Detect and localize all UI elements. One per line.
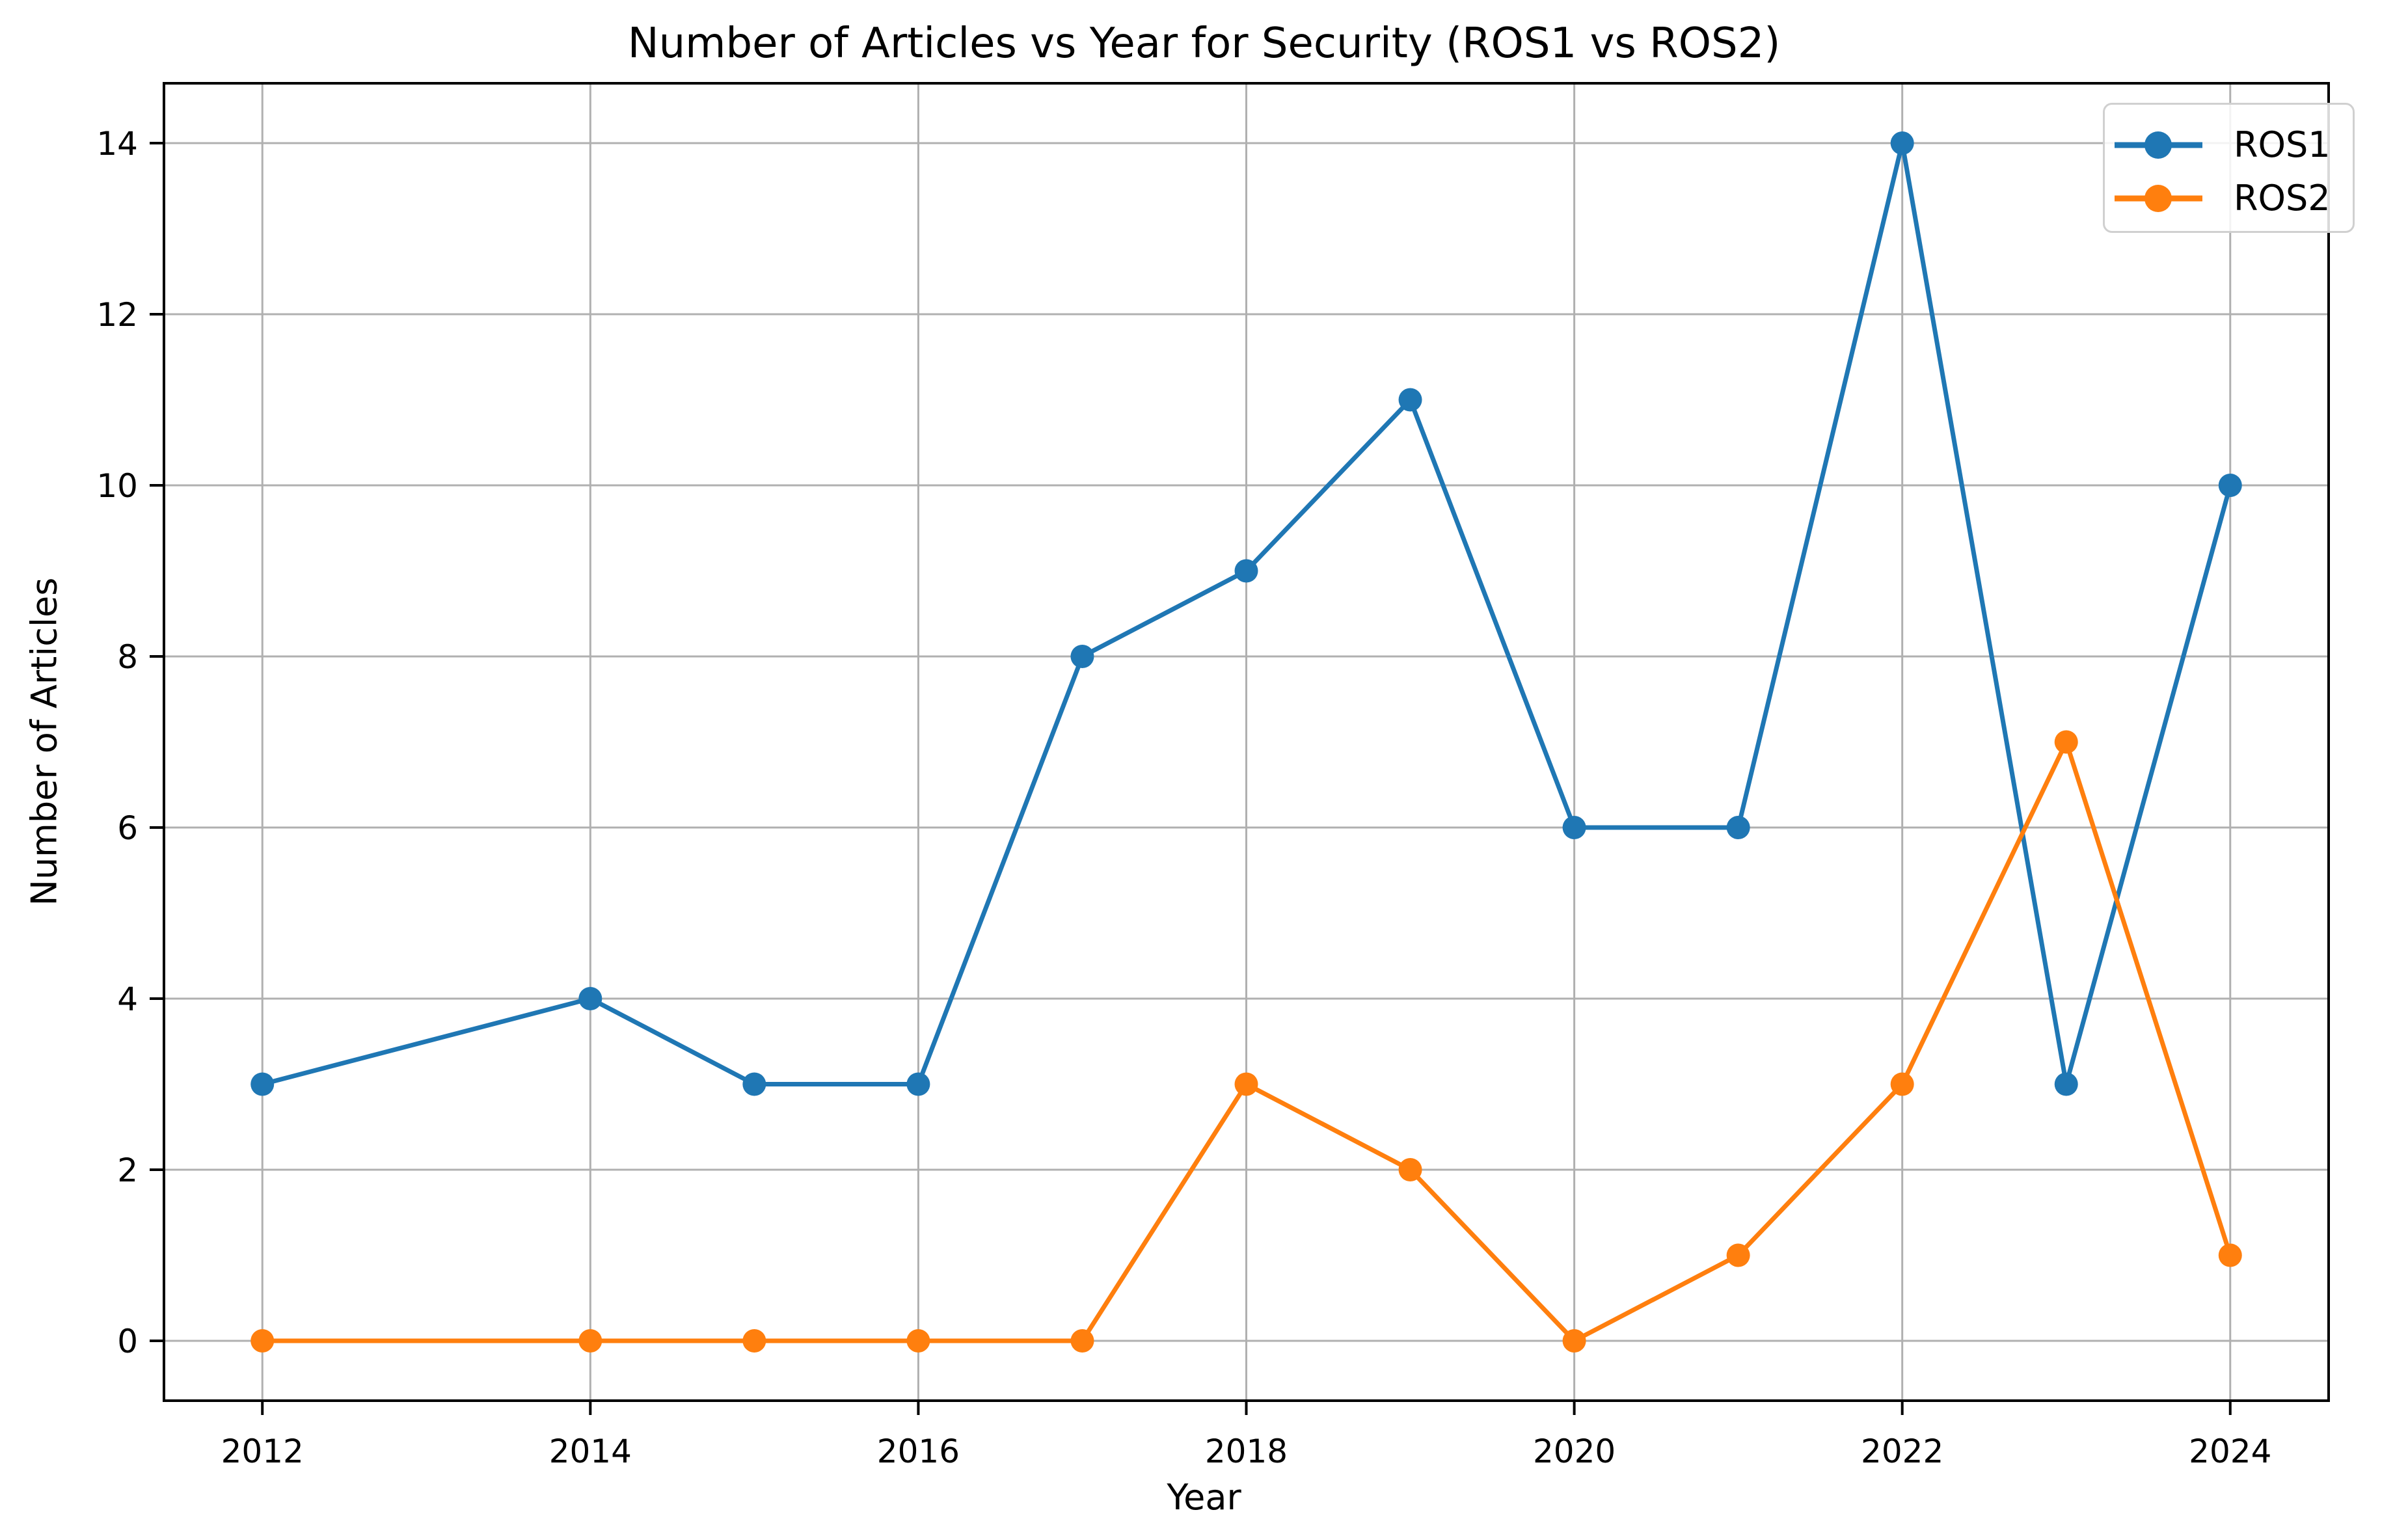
data-point [1890,1072,1914,1096]
y-tick-label: 8 [117,638,138,676]
data-point [1890,131,1914,155]
axis-ticks: 2012 2014 2016 2018 2020 2022 2024 0 2 4 6 8 10 12 14 [96,125,2271,1470]
data-point [2218,1243,2242,1267]
series-layer [250,131,2242,1353]
data-point [1562,815,1586,839]
y-tick-label: 2 [117,1152,138,1189]
line-marker-icon [2115,185,2202,212]
data-point [906,1072,930,1096]
x-tick-label: 2012 [221,1433,304,1470]
x-tick-label: 2018 [1205,1433,1288,1470]
x-axis-label: Year [1167,1477,1241,1518]
y-tick-label: 14 [96,125,138,163]
series-ros1 [250,131,2242,1096]
series-ros2 [250,730,2242,1353]
chart-title: Number of Articles vs Year for Security … [627,20,1781,68]
legend-label: ROS1 [2234,124,2331,165]
data-point [742,1328,766,1353]
x-tick-label: 2014 [549,1433,632,1470]
data-point [1070,1328,1094,1353]
data-point [250,1072,275,1096]
data-point [1234,559,1258,583]
data-point [906,1328,930,1353]
data-point [1562,1328,1586,1353]
y-axis-label: Number of Articles [23,577,65,906]
line-marker-icon [2115,131,2202,159]
data-point [2218,474,2242,498]
data-point [1726,815,1750,839]
data-point [742,1072,766,1096]
data-point [1398,388,1422,412]
y-tick-label: 10 [96,467,138,505]
y-tick-label: 4 [117,980,138,1018]
x-tick-label: 2016 [877,1433,960,1470]
legend-label: ROS2 [2234,178,2331,219]
y-tick-label: 0 [117,1323,138,1360]
legend-item-ros2: ROS2 [2105,172,2353,224]
grid-lines [164,83,2329,1401]
data-point [578,986,602,1010]
legend: ROS1 ROS2 [2103,103,2355,233]
y-tick-label: 6 [117,809,138,847]
x-tick-label: 2020 [1533,1433,1616,1470]
data-point [2054,1072,2078,1096]
data-point [250,1328,275,1353]
x-tick-label: 2024 [2189,1433,2271,1470]
legend-item-ros1: ROS1 [2105,119,2353,171]
data-point [1398,1157,1422,1181]
data-point [1070,645,1094,669]
data-point [1234,1072,1258,1096]
data-point [2054,730,2078,754]
y-tick-label: 12 [96,296,138,334]
data-point [1726,1243,1750,1267]
data-point [578,1328,602,1353]
x-tick-label: 2022 [1861,1433,1943,1470]
